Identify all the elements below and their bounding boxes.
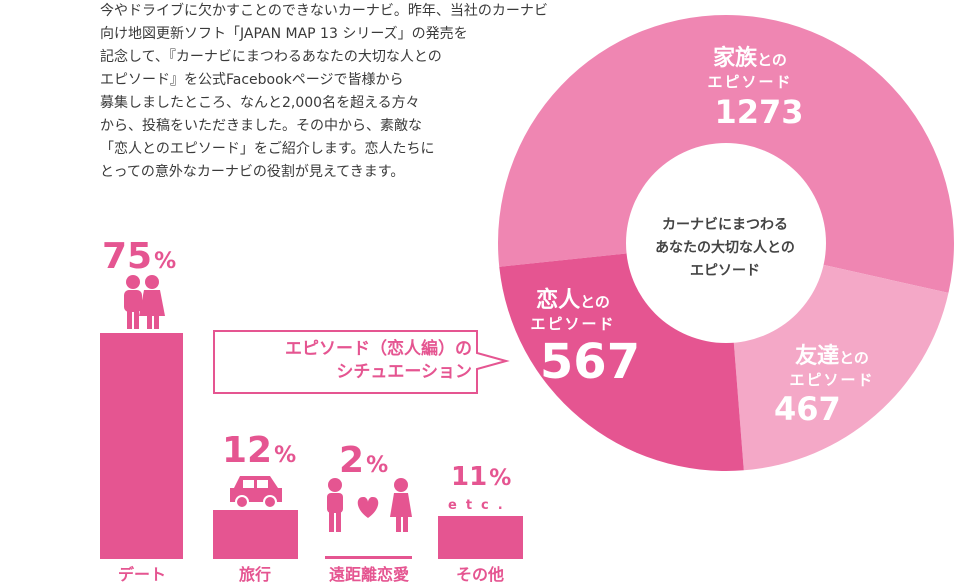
pct-label-date: 75% xyxy=(102,236,176,277)
center-label-line: あなたの大切な人との xyxy=(655,240,795,256)
pct-unit: % xyxy=(274,443,297,468)
intro-line: 「恋人とのエピソード」をご紹介します。恋人たちに xyxy=(100,141,435,157)
bar-other xyxy=(438,516,523,559)
slice-label-friend: 友達との エピソード 467 xyxy=(772,338,892,428)
pct-value: 2 xyxy=(339,440,365,481)
situation-callout-box xyxy=(213,330,510,394)
slice-value: 567 xyxy=(539,334,641,390)
intro-line: から、投稿をいただきました。その中から、素敵な xyxy=(100,118,422,134)
slice-label-sub: エピソード xyxy=(530,315,616,333)
slice-label-sub: エピソード xyxy=(707,73,793,91)
bar-date xyxy=(100,333,183,559)
slice-label-suffix: との xyxy=(757,51,787,69)
category-label-other: その他 xyxy=(455,565,504,584)
pct-unit: % xyxy=(154,249,177,274)
intro-line: エピソード』を公式Facebookページで皆様から xyxy=(100,72,404,88)
slice-label-suffix: との xyxy=(839,349,869,367)
slice-label-main: 家族 xyxy=(713,46,758,71)
category-label-long-distance: 遠距離恋愛 xyxy=(328,565,409,584)
pct-unit: % xyxy=(366,453,389,478)
intro-line: 募集しましたところ、なんと2,000名を超える方々 xyxy=(100,95,420,111)
pct-label-long-distance: 2% xyxy=(339,440,388,481)
intro-line: 向け地図更新ソフト「JAPAN MAP 13 シリーズ」の発売を xyxy=(100,26,468,42)
pct-label-travel: 12% xyxy=(222,430,296,471)
donut-center-hole xyxy=(626,143,826,343)
intro-line: 記念して、『カーナビにまつわるあなたの大切な人との xyxy=(100,49,442,65)
couple-icon xyxy=(124,275,165,329)
donut-center-label: カーナビにまつわる あなたの大切な人との エピソード xyxy=(610,214,840,283)
slice-label-main: 友達 xyxy=(795,344,840,369)
couple-heart-icon xyxy=(327,478,412,532)
slice-label-main: 恋人 xyxy=(536,288,581,313)
category-label-date: デート xyxy=(117,565,166,584)
slice-value: 1273 xyxy=(714,93,804,131)
intro-line: とっての意外なカーナビの役割が見えてきます。 xyxy=(100,164,405,180)
callout-text: エピソード（恋人編）の シチュエーション xyxy=(232,338,472,384)
bar-long-distance xyxy=(325,556,412,559)
center-label-line: エピソード xyxy=(690,263,760,279)
bar-travel xyxy=(213,510,298,559)
callout-line: シチュエーション xyxy=(336,362,472,382)
slice-label-lover: 恋人との エピソード 567 xyxy=(503,282,643,390)
pct-value: 12 xyxy=(222,430,273,471)
etc-label: etc. xyxy=(448,498,512,513)
category-label-travel: 旅行 xyxy=(238,565,271,584)
slice-label-sub: エピソード xyxy=(789,371,875,389)
intro-line: 今やドライブに欠かすことのできないカーナビ。昨年、当社のカーナビ xyxy=(100,3,548,19)
situation-bar-chart: 75% デート 12% 旅行 2% 遠距離恋愛 xyxy=(100,236,523,584)
slice-label-family: 家族との エピソード 1273 xyxy=(690,40,810,132)
car-icon xyxy=(230,476,282,509)
pct-value: 11 xyxy=(451,462,488,492)
slice-label-suffix: との xyxy=(580,293,610,311)
intro-paragraph: 今やドライブに欠かすことのできないカーナビ。昨年、当社のカーナビ 向け地図更新ソ… xyxy=(100,0,548,184)
pct-value: 75 xyxy=(102,236,153,277)
slice-value: 467 xyxy=(774,390,841,428)
center-label-line: カーナビにまつわる xyxy=(662,217,788,233)
pct-label-other: 11% xyxy=(451,462,511,492)
callout-line: エピソード（恋人編）の xyxy=(285,339,472,359)
pct-unit: % xyxy=(489,466,512,491)
